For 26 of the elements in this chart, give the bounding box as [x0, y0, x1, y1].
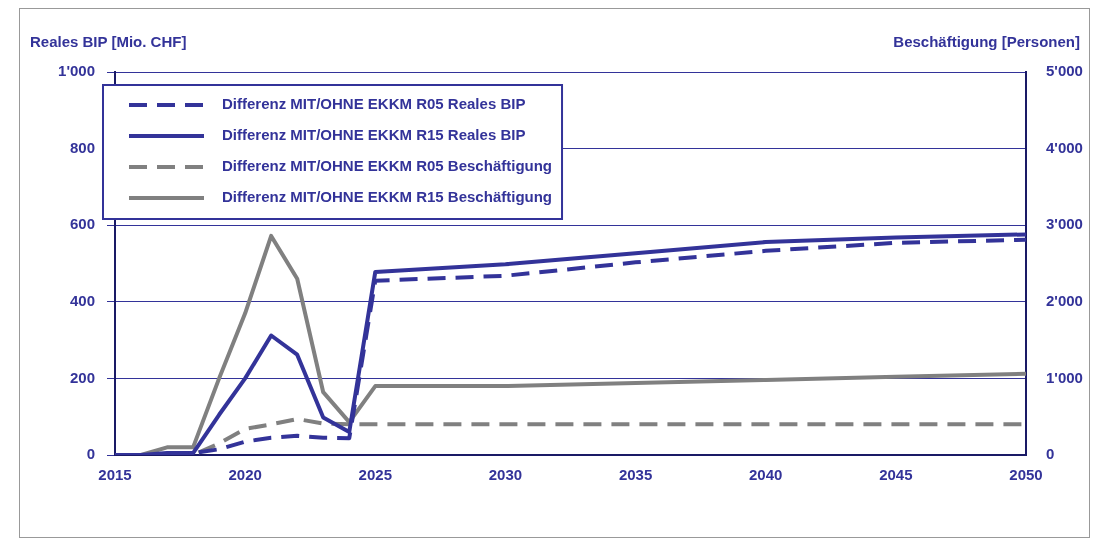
- y-tick-label: 600: [69, 215, 95, 233]
- legend-label: Differenz MIT/OHNE EKKM R15 Beschäftigung: [222, 188, 553, 206]
- x-tick-label: 2045: [879, 466, 913, 484]
- x-tick-label: 2030: [488, 466, 523, 484]
- y-tick-label: 800: [69, 138, 95, 156]
- y2-tick-label: 5'000: [1046, 62, 1083, 80]
- x-tick-label: 2040: [749, 466, 783, 484]
- x-tick-label: 2015: [98, 466, 132, 484]
- y-tick-label: 400: [69, 291, 95, 309]
- y-tick-label: 200: [69, 368, 95, 386]
- y2-tick-label: 3'000: [1046, 215, 1083, 233]
- legend-label: Differenz MIT/OHNE EKKM R05 Reales BIP: [222, 95, 526, 113]
- y2-axis-title: Beschäftigung [Personen]: [893, 33, 1080, 50]
- y2-tick-label: 4'000: [1046, 138, 1083, 156]
- legend-label: Differenz MIT/OHNE EKKM R05 Beschäftigung: [222, 157, 553, 175]
- x-tick-label: 2035: [618, 466, 653, 484]
- y-axis-title: Reales BIP [Mio. CHF]: [30, 33, 187, 50]
- y2-tick-label: 2'000: [1046, 291, 1083, 309]
- x-tick-label: 2050: [1009, 466, 1043, 484]
- x-tick-label: 2025: [358, 466, 392, 484]
- y2-tick-label: 1'000: [1046, 368, 1083, 386]
- y2-tick-label: 0: [1046, 445, 1055, 463]
- y-tick-label: 0: [86, 445, 95, 463]
- legend-label: Differenz MIT/OHNE EKKM R15 Reales BIP: [222, 126, 526, 144]
- y-tick-label: 1'000: [58, 62, 95, 80]
- x-tick-label: 2020: [228, 466, 262, 484]
